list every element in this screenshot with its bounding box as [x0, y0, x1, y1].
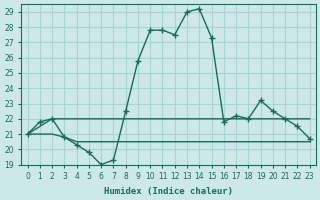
X-axis label: Humidex (Indice chaleur): Humidex (Indice chaleur)	[104, 187, 233, 196]
